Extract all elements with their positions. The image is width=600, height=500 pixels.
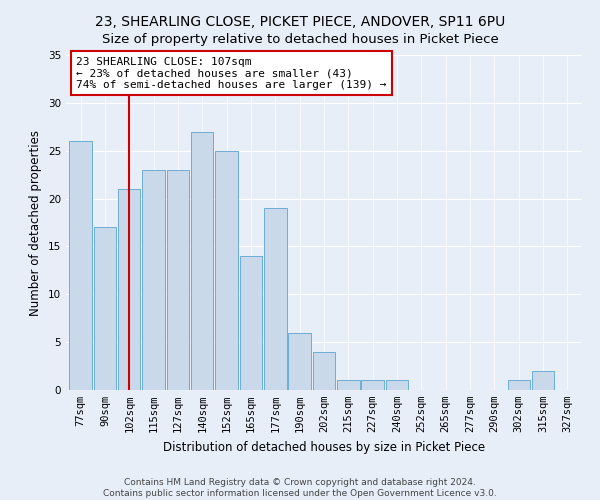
Bar	[313, 352, 335, 390]
Bar	[508, 380, 530, 390]
Text: 23, SHEARLING CLOSE, PICKET PIECE, ANDOVER, SP11 6PU: 23, SHEARLING CLOSE, PICKET PIECE, ANDOV…	[95, 15, 505, 29]
Bar	[142, 170, 165, 390]
Bar	[167, 170, 189, 390]
Bar	[70, 141, 92, 390]
Bar	[386, 380, 408, 390]
Bar	[264, 208, 287, 390]
Bar	[118, 189, 140, 390]
Bar	[532, 371, 554, 390]
Bar	[94, 228, 116, 390]
Text: 23 SHEARLING CLOSE: 107sqm
← 23% of detached houses are smaller (43)
74% of semi: 23 SHEARLING CLOSE: 107sqm ← 23% of deta…	[76, 56, 387, 90]
Bar	[240, 256, 262, 390]
Bar	[215, 150, 238, 390]
Text: Size of property relative to detached houses in Picket Piece: Size of property relative to detached ho…	[101, 32, 499, 46]
Y-axis label: Number of detached properties: Number of detached properties	[29, 130, 43, 316]
Bar	[337, 380, 359, 390]
X-axis label: Distribution of detached houses by size in Picket Piece: Distribution of detached houses by size …	[163, 440, 485, 454]
Bar	[191, 132, 214, 390]
Bar	[289, 332, 311, 390]
Text: Contains HM Land Registry data © Crown copyright and database right 2024.
Contai: Contains HM Land Registry data © Crown c…	[103, 478, 497, 498]
Bar	[361, 380, 384, 390]
